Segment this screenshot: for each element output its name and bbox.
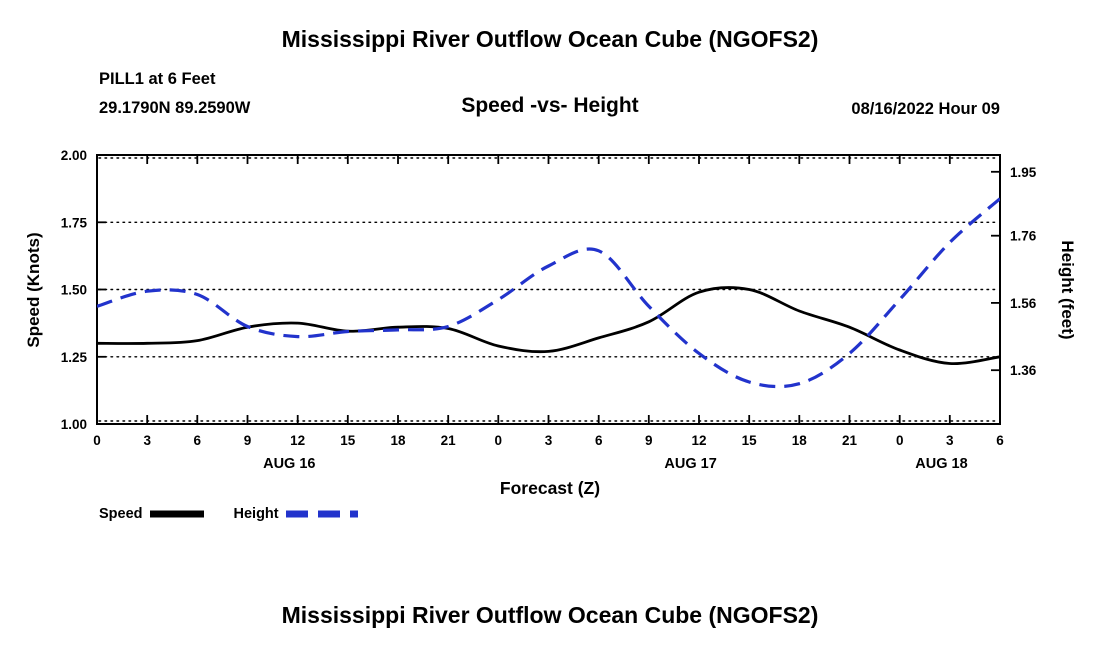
x-tick-label: 15 bbox=[340, 433, 356, 448]
right-tick-label: 1.95 bbox=[1010, 165, 1037, 180]
chart-title-top: Mississippi River Outflow Ocean Cube (NG… bbox=[281, 26, 819, 52]
day-label: AUG 18 bbox=[915, 456, 967, 472]
x-tick-label: 3 bbox=[545, 433, 553, 448]
x-tick-label: 9 bbox=[645, 433, 653, 448]
left-tick-label: 2.00 bbox=[61, 148, 87, 163]
chart-legend: Speed Height bbox=[99, 506, 360, 522]
x-tick-label: 9 bbox=[244, 433, 252, 448]
x-tick-label: 18 bbox=[390, 433, 406, 448]
x-tick-label: 18 bbox=[792, 433, 808, 448]
plot-subtitle: Speed -vs- Height bbox=[461, 94, 639, 117]
x-tick-label: 0 bbox=[93, 433, 101, 448]
legend-speed-swatch bbox=[149, 510, 204, 518]
left-tick-label: 1.25 bbox=[61, 350, 88, 365]
x-tick-label: 6 bbox=[194, 433, 202, 448]
x-tick-label: 3 bbox=[143, 433, 151, 448]
chart-title-bottom: Mississippi River Outflow Ocean Cube (NG… bbox=[281, 602, 819, 628]
x-tick-label: 21 bbox=[842, 433, 858, 448]
station-coordinates: 29.1790N 89.2590W bbox=[99, 99, 251, 117]
x-tick-label: 0 bbox=[495, 433, 503, 448]
x-tick-label: 6 bbox=[996, 433, 1004, 448]
station-name: PILL1 at 6 Feet bbox=[99, 70, 216, 88]
right-tick-label: 1.56 bbox=[1010, 296, 1037, 311]
x-tick-label: 15 bbox=[742, 433, 758, 448]
x-tick-label: 3 bbox=[946, 433, 954, 448]
legend-height-label: Height bbox=[233, 506, 279, 522]
left-tick-label: 1.00 bbox=[61, 417, 87, 432]
legend-speed-label: Speed bbox=[99, 506, 143, 522]
legend-height-swatch bbox=[285, 510, 358, 518]
right-tick-label: 1.76 bbox=[1010, 229, 1037, 244]
forecast-datetime: 08/16/2022 Hour 09 bbox=[851, 100, 1000, 118]
day-label: AUG 17 bbox=[664, 456, 716, 472]
x-tick-label: 21 bbox=[441, 433, 457, 448]
left-tick-label: 1.50 bbox=[61, 283, 87, 298]
series-speed-line bbox=[97, 286, 1000, 365]
day-label: AUG 16 bbox=[263, 456, 315, 472]
right-tick-label: 1.36 bbox=[1010, 363, 1037, 378]
x-tick-label: 12 bbox=[290, 433, 305, 448]
x-tick-label: 12 bbox=[691, 433, 706, 448]
x-tick-label: 6 bbox=[595, 433, 603, 448]
x-axis-label: Forecast (Z) bbox=[499, 478, 601, 498]
left-tick-label: 1.75 bbox=[61, 215, 88, 230]
series-height-line bbox=[97, 197, 1000, 389]
x-tick-label: 0 bbox=[896, 433, 904, 448]
